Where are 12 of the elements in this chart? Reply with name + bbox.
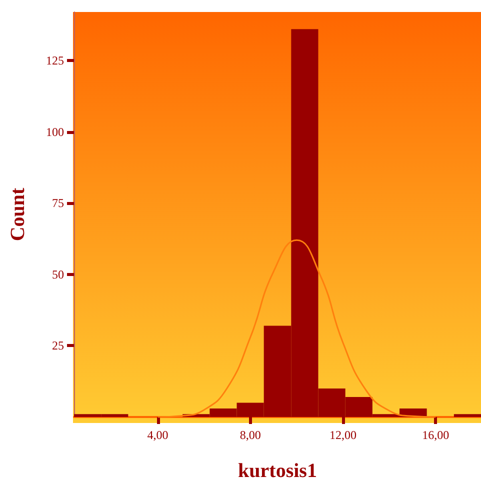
y-tick-label: 100: [46, 124, 64, 139]
y-tick-label: 25: [52, 338, 64, 353]
y-tick-label: 125: [46, 53, 64, 68]
x-axis-title: kurtosis1: [238, 460, 317, 482]
y-tick-label: 50: [52, 267, 64, 282]
line-series: [157, 239, 436, 418]
x-tick-label: 4,00: [147, 428, 168, 442]
y-axis-title: Count: [7, 187, 29, 242]
y-tick-label: 75: [52, 196, 64, 210]
x-tick-label: 12,00: [330, 428, 357, 442]
x-tick-label: 16,00: [422, 428, 450, 442]
x-tick-label: 8,00: [240, 428, 261, 442]
